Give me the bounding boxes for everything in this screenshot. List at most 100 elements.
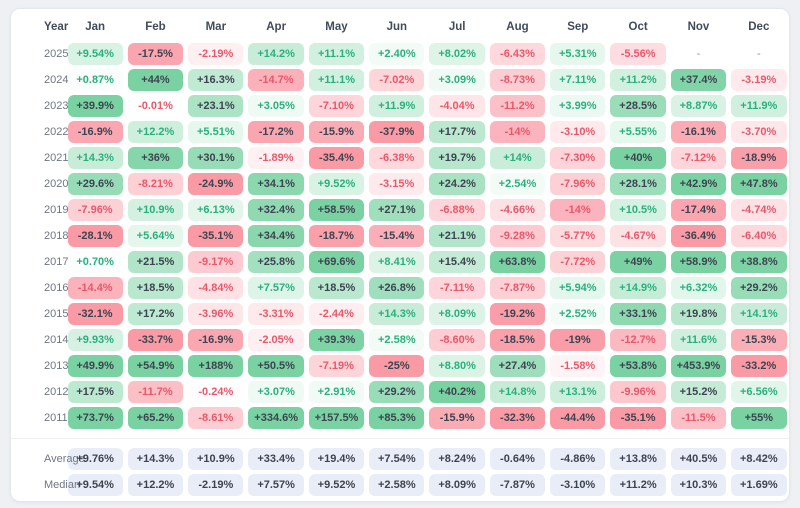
year-row-2020: 2020 +29.6% -8.21% -24.9% +34.1% +9.52% -3.15%… [11, 171, 789, 197]
year-row-2019: 2019 -7.96% +10.9% +6.13% +32.4% +58.5% +27.1%… [11, 197, 789, 223]
cell-2014-oct: -12.7% [608, 327, 668, 353]
year-label: 2014 [44, 334, 69, 346]
return-value-pill: +30.1% [188, 147, 244, 169]
cell-average-aug: -0.64% [487, 438, 548, 471]
return-value-pill: -12.7% [610, 329, 666, 351]
return-value-pill: +65.2% [127, 407, 184, 429]
cell-2015-apr: -3.31% [246, 301, 306, 327]
return-value-pill: -6.43% [489, 43, 546, 65]
cell-median-aug: -7.87% [487, 471, 547, 499]
table-body: 2025 +9.54% -17.5% -2.19% +14.2% +11.1% +2.40%… [11, 41, 789, 438]
cell-median-may: +9.52% [306, 471, 366, 499]
cell-2024-may: +11.1% [306, 67, 366, 93]
cell-2017-aug: +63.8% [487, 249, 547, 275]
return-value-pill: -32.3% [489, 407, 546, 429]
cell-2020-jun: -3.15% [367, 171, 427, 197]
cell-2024-feb: +44% [125, 67, 185, 93]
return-value-pill: +0.87% [67, 69, 123, 91]
cell-2015-sep: +2.52% [548, 301, 608, 327]
return-value-pill: -1.58% [550, 355, 606, 377]
return-value-pill: +3.05% [248, 95, 304, 117]
return-value-pill: +34.1% [248, 173, 304, 195]
cell-2024-apr: -14.7% [246, 67, 306, 93]
return-value-pill: +8.87% [670, 95, 727, 117]
return-value-pill: +9.76% [67, 447, 123, 470]
return-value-pill: +16.3% [188, 69, 244, 91]
return-value-pill: +12.2% [127, 474, 184, 496]
return-value-pill: -37.9% [369, 121, 425, 143]
return-value-pill: +5.94% [550, 277, 606, 299]
cell-2025-sep: +5.31% [548, 41, 608, 67]
return-value-pill: -2.44% [308, 303, 365, 325]
return-value-pill: +28.1% [610, 173, 666, 195]
month-column-header-oct: Oct [628, 21, 648, 33]
return-value-pill: +14.1% [731, 303, 787, 325]
year-row-2022: 2022 -16.9% +12.2% +5.51% -17.2% -15.9% -37.9%… [11, 119, 789, 145]
cell-2025-jan: +9.54% [65, 41, 125, 67]
cell-2016-jun: +26.8% [367, 275, 427, 301]
cell-average-dec: +8.42% [728, 438, 789, 471]
return-value-pill: +12.2% [127, 121, 184, 143]
year-label: 2022 [44, 126, 69, 138]
return-value-pill: -8.60% [429, 329, 485, 351]
cell-2015-mar: -3.96% [186, 301, 246, 327]
return-value-pill: -9.17% [188, 251, 244, 273]
cell-2020-jul: +24.2% [427, 171, 487, 197]
return-value-pill: +9.54% [67, 43, 123, 65]
cell-average-jan: +9.76% [65, 438, 126, 471]
return-value-pill: +37.4% [670, 69, 727, 91]
cell-2015-jul: +8.09% [427, 301, 487, 327]
return-value-pill: +3.07% [248, 381, 304, 403]
cell-2022-jul: +17.7% [427, 119, 487, 145]
cell-2013-sep: -1.58% [548, 353, 608, 379]
return-value-pill: -19.2% [489, 303, 546, 325]
return-value-pill: -7.87% [489, 277, 546, 299]
return-value-pill: -4.66% [489, 199, 546, 221]
cell-2020-feb: -8.21% [125, 171, 185, 197]
cell-2012-jun: +29.2% [367, 379, 427, 405]
month-column-header-jun: Jun [386, 21, 408, 33]
return-value-pill: -44.4% [550, 407, 606, 429]
cell-2019-nov: -17.4% [668, 197, 728, 223]
cell-2015-dec: +14.1% [729, 301, 789, 327]
year-row-2021: 2021 +14.3% +36% +30.1% -1.89% -35.4% -6.38% +1… [11, 145, 789, 171]
cell-2013-mar: +188% [186, 353, 246, 379]
cell-median-sep: -3.10% [548, 471, 608, 499]
cell-2021-jul: +19.7% [427, 145, 487, 171]
cell-2013-oct: +53.8% [608, 353, 668, 379]
cell-2024-jun: -7.02% [367, 67, 427, 93]
cell-2024-sep: +7.11% [548, 67, 608, 93]
return-value-pill: +9.52% [308, 474, 365, 496]
cell-2014-nov: +11.6% [668, 327, 728, 353]
return-value-pill: -3.15% [369, 173, 425, 195]
cell-2011-jan: +73.7% [65, 405, 125, 438]
monthly-returns-table: Year Jan Feb Mar Apr May Jun Jul Aug Sep Oct Nov Dec… [11, 11, 789, 499]
monthly-returns-card: Year Jan Feb Mar Apr May Jun Jul Aug Sep Oct Nov Dec… [10, 8, 790, 502]
return-value-pill: -2.19% [188, 43, 244, 65]
cell-2014-jul: -8.60% [427, 327, 487, 353]
return-value-pill: -2.05% [248, 329, 304, 351]
cell-2022-aug: -14% [487, 119, 547, 145]
month-column-header-dec: Dec [748, 21, 770, 33]
return-value-pill: -5.77% [550, 225, 606, 247]
return-value-pill: +53.8% [610, 355, 666, 377]
cell-2022-apr: -17.2% [246, 119, 306, 145]
cell-2017-dec: +38.8% [729, 249, 789, 275]
return-value-pill: +29.6% [67, 173, 123, 195]
return-value-pill: -14.7% [248, 69, 304, 91]
cell-2018-nov: -36.4% [668, 223, 728, 249]
return-value-pill: +8.24% [429, 447, 485, 470]
return-value-pill: +40% [610, 147, 666, 169]
return-value-pill: -3.31% [248, 303, 304, 325]
year-label: 2020 [44, 178, 69, 190]
return-value-pill: -6.40% [731, 225, 787, 247]
return-value-pill: -3.10% [550, 121, 606, 143]
return-value-pill: +11.1% [308, 43, 365, 65]
return-value-pill: -4.04% [429, 95, 485, 117]
cell-median-jan: +9.54% [65, 471, 125, 499]
cell-2014-dec: -15.3% [729, 327, 789, 353]
cell-2025-aug: -6.43% [487, 41, 547, 67]
return-value-pill: +11.6% [670, 329, 727, 351]
return-value-pill: +15.2% [670, 381, 727, 403]
return-value-pill: -4.74% [731, 199, 787, 221]
